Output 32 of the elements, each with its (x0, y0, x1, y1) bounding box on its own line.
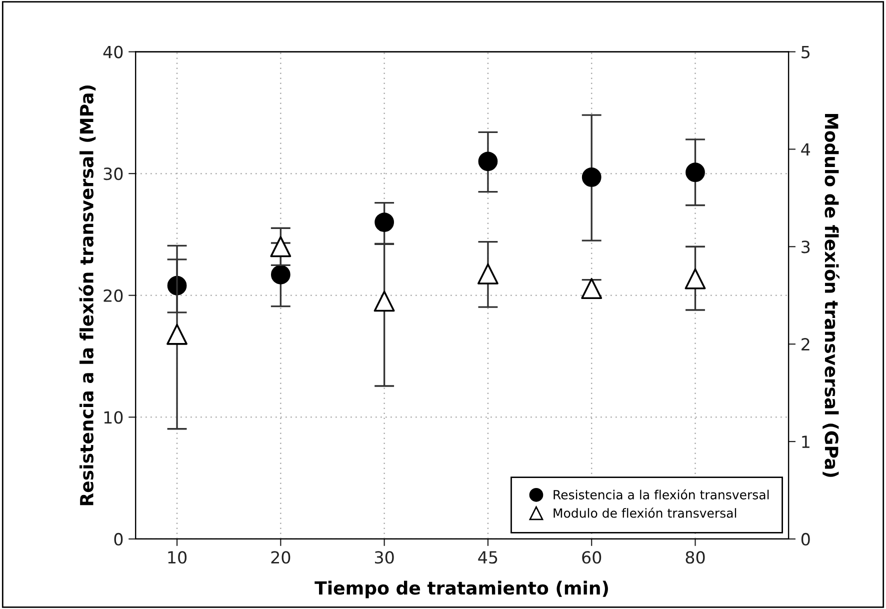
y2-tick-label: 5 (802, 46, 810, 58)
point (477, 263, 498, 284)
y2-tick-label: 1 (802, 436, 810, 448)
point (582, 168, 602, 187)
legend-label: Modulo de flexión transversal (554, 508, 736, 518)
y-tick-label: 40 (103, 46, 123, 58)
x-tick-label: 80 (686, 551, 705, 564)
point (374, 212, 394, 232)
x-tick-label: 30 (374, 551, 394, 564)
x-axis-title: Tiempo de tratamiento (min) (314, 580, 608, 598)
point (374, 290, 395, 312)
point (686, 162, 705, 182)
y2-tick-label: 3 (802, 240, 810, 254)
legend-label: Resistencia a la flexión transversal (554, 489, 769, 500)
point (166, 324, 188, 345)
point (684, 268, 706, 290)
y-tick-label: 10 (104, 411, 123, 424)
x-tick-label: 10 (168, 551, 187, 564)
y-axis-title: Resistencia a la flexión transversal (MPa) (78, 86, 96, 506)
y2-axis-title: Modulo de flexión transversal (GPa) (822, 114, 840, 477)
y-tick-label: 0 (114, 532, 123, 546)
x-tick-label: 45 (478, 551, 498, 564)
y2-tick-label: 2 (802, 338, 810, 350)
point (478, 152, 498, 172)
y-tick-label: 20 (104, 289, 123, 302)
point (270, 264, 290, 284)
y2-tick-label: 0 (801, 532, 810, 546)
x-tick-label: 20 (271, 551, 290, 564)
y-tick-label: 30 (104, 168, 123, 180)
point (270, 236, 292, 258)
x-tick-label: 60 (582, 551, 602, 564)
y2-tick-label: 4 (801, 143, 810, 156)
